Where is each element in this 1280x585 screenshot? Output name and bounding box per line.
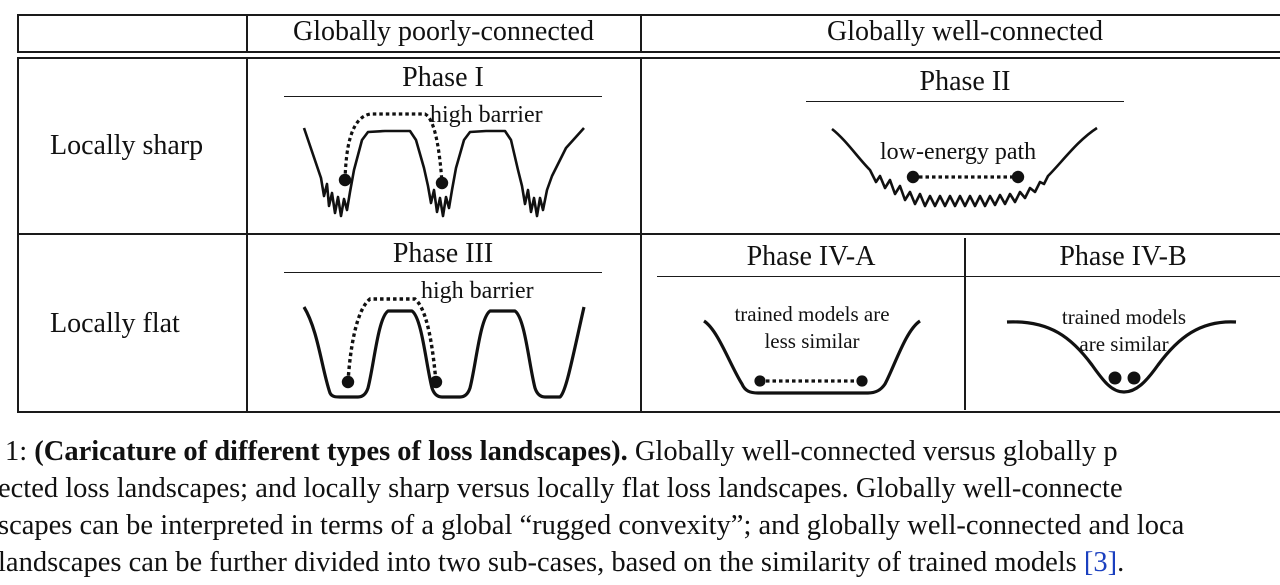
caption-figure-number: 1: [5,436,35,467]
table-left-border [17,57,19,412]
phase-4b-title: Phase IV-B [1059,241,1187,272]
phase-3-title: Phase III [392,238,494,269]
phase-4b-annotation-line-2: are similar [1079,332,1169,356]
table-left-border-top [17,14,19,52]
phase-4a-title-rule [657,276,965,278]
caption-line-1-text: Globally well-connected versus globally … [627,436,1118,467]
column-divider-1-top [246,14,248,52]
row-header-locally-flat: Locally flat [50,308,180,339]
caption-line-4-text: landscapes can be further divided into t… [0,547,1084,578]
column-divider-1 [246,57,248,412]
caption-line-4: landscapes can be further divided into t… [0,544,1124,582]
phase-3-annotation: high barrier [421,278,534,304]
citation-link[interactable]: [3] [1083,547,1118,578]
column-divider-2 [640,57,642,412]
phase-1-annotation: high barrier [430,102,543,128]
row-header-locally-sharp: Locally sharp [50,130,204,161]
caption-line-2: ected loss landscapes; and locally sharp… [0,473,1123,504]
phase-2-annotation: low-energy path [880,139,1037,165]
row-divider [17,233,1280,235]
phase-1-title-rule [284,96,602,98]
caption-line-1: 1: (Caricature of different types of los… [5,433,1118,471]
column-divider-2-top [640,14,642,52]
phase-4a-annotation-line-2: less similar [764,329,860,353]
subcolumn-divider-phase4 [964,238,966,410]
table-top-border [17,14,1280,16]
phase-4b-annotation-line-1: trained models [1061,305,1187,329]
body-top-border [17,57,1280,59]
phase-4a-annotation-line-1: trained models are [734,302,890,326]
phase-4a-title: Phase IV-A [746,241,876,272]
column-header-poorly-connected: Globally poorly-connected [293,16,594,47]
phase-1-title: Phase I [402,62,484,93]
column-header-well-connected: Globally well-connected [826,16,1103,47]
phase-2-title: Phase II [919,66,1011,97]
header-bottom-border [17,51,1280,53]
phase-4b-title-rule [966,276,1280,278]
table-bottom-border [17,411,1280,413]
phase-2-title-rule [806,101,1124,103]
caption-line-3: scapes can be interpreted in terms of a … [0,510,1185,541]
caption-bold-title: (Caricature of different types of loss l… [34,436,628,467]
caption-line-4-end: . [1117,547,1125,578]
phase-3-title-rule [284,272,602,274]
